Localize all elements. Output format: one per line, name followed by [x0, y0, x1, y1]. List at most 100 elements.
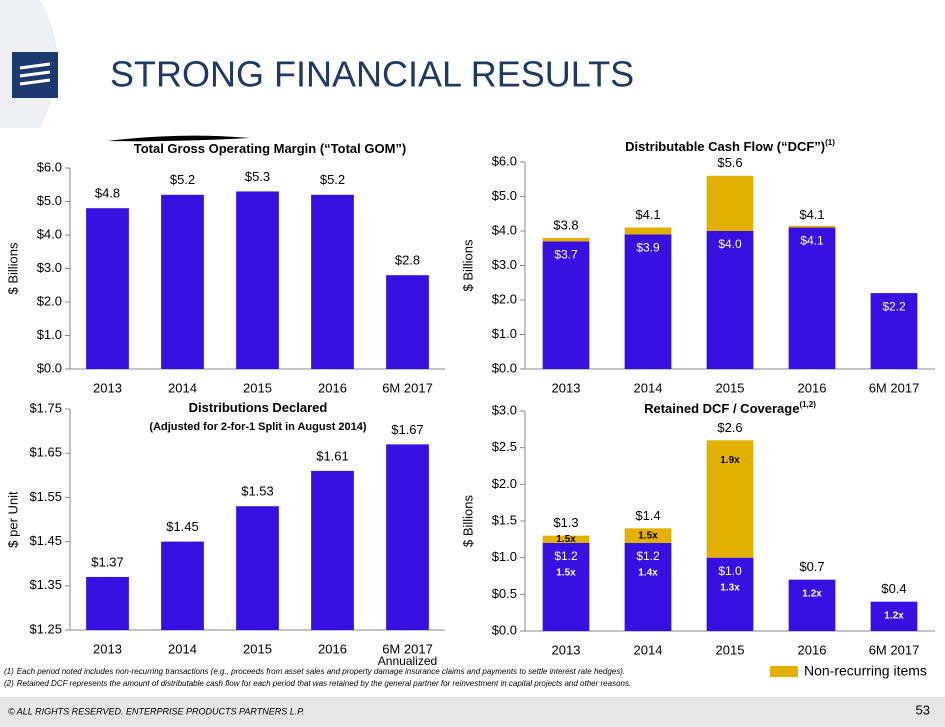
bar-segment [788, 225, 836, 228]
bar-segment [542, 241, 590, 369]
y-tick-label: $1.55 [29, 489, 62, 504]
value-label: $1.67 [391, 422, 424, 437]
chart-title-text: Distributable Cash Flow (“DCF”) [625, 139, 825, 154]
bar-segment [706, 175, 754, 231]
bar-segment [624, 528, 672, 543]
coverage-label: 1.5x [638, 530, 658, 541]
total-label: $0.7 [799, 559, 824, 574]
chart-title-text: Distributions Declared [189, 400, 328, 415]
footnote: (1) Each period noted includes non-recurr… [4, 667, 625, 676]
copyright: © ALL RIGHTS RESERVED. ENTERPRISE PRODUC… [8, 706, 305, 716]
bar-segment [788, 579, 836, 631]
bar [236, 191, 279, 369]
y-tick-label: $3.0 [492, 257, 517, 272]
y-tick-label: $4.0 [492, 222, 517, 237]
x-tick-label: 2016 [798, 380, 827, 395]
bar [86, 208, 129, 369]
y-tick-label: $0.0 [492, 622, 517, 637]
coverage-label: 1.2x [884, 610, 904, 621]
y-tick-label: $5.0 [37, 193, 62, 208]
y-tick-label: $5.0 [492, 188, 517, 203]
y-tick-label: $0.0 [492, 360, 517, 375]
page-number: 53 [916, 702, 930, 717]
y-tick-label: $1.0 [37, 327, 62, 342]
value-label: $1.53 [241, 484, 274, 499]
coverage-label: 1.3x [720, 582, 740, 593]
total-label: $4.1 [635, 207, 660, 222]
y-tick-label: $1.25 [29, 621, 62, 636]
swoosh [108, 135, 250, 142]
total-label: $1.3 [553, 515, 578, 530]
chart-subtitle: (Adjusted for 2-for-1 Split in August 20… [149, 421, 366, 433]
total-label: $4.1 [799, 207, 824, 222]
bar-segment [624, 543, 672, 631]
bar-segment [788, 227, 836, 369]
value-label: $1.45 [166, 519, 199, 534]
chart-title: Total Gross Operating Margin (“Total GOM… [134, 141, 407, 156]
y-tick-label: $3.0 [37, 260, 62, 275]
x-tick-label: 2014 [168, 380, 197, 395]
y-tick-label: $1.0 [492, 326, 517, 341]
total-label: $0.4 [881, 581, 906, 596]
bar [386, 275, 429, 369]
y-tick-label: $0.0 [37, 360, 62, 375]
y-tick-label: $3.0 [492, 402, 517, 417]
footnote: (2) Retained DCF represents the amount of… [4, 679, 631, 688]
x-tick-label: 2014 [634, 642, 663, 657]
y-tick-label: $4.0 [37, 226, 62, 241]
chart-title: Distributable Cash Flow (“DCF”)(1) [625, 138, 835, 154]
y-tick-label: $1.65 [29, 445, 62, 460]
y-tick-label: $6.0 [492, 153, 517, 168]
coverage-label: 1.4x [638, 568, 658, 579]
slide-title: STRONG FINANCIAL RESULTS [110, 54, 634, 95]
legend-label: Non-recurring items [804, 663, 927, 679]
y-tick-label: $1.35 [29, 577, 62, 592]
y-tick-label: $0.5 [492, 586, 517, 601]
footnote-text: Each period noted includes non-recurring… [17, 667, 625, 676]
footnote-marker: (1) [4, 667, 14, 676]
value-label: $3.9 [636, 241, 660, 255]
chart-title-note: (1,2) [799, 400, 816, 409]
value-label: $4.1 [800, 234, 824, 248]
legend-swatch [770, 666, 798, 677]
coverage-label: 1.5x [556, 568, 576, 579]
bar [311, 470, 354, 630]
value-label: $1.2 [636, 549, 660, 563]
x-tick-label: 2014 [634, 380, 663, 395]
bar-segment [542, 237, 590, 242]
x-tick-label: 6M 2017 [382, 641, 433, 656]
chart-title: Distributions Declared [189, 400, 328, 415]
x-tick-label: 6M 2017 [869, 380, 920, 395]
chart-title-text: Retained DCF / Coverage [644, 401, 799, 416]
x-tick-label: 2015 [243, 380, 272, 395]
total-label: $5.6 [717, 155, 742, 170]
bar-segment [870, 293, 918, 369]
x-tick-label: 2016 [318, 641, 347, 656]
value-label: $4.8 [95, 186, 120, 201]
bar [161, 194, 204, 369]
value-label: $2.2 [882, 299, 906, 313]
bar-segment [542, 543, 590, 631]
logo-mark [19, 62, 51, 86]
bar-segment [706, 557, 754, 631]
footnote-marker: (2) [4, 679, 14, 688]
chart-title: Retained DCF / Coverage(1,2) [644, 400, 816, 416]
bar-segment [624, 234, 672, 369]
value-label: $1.2 [554, 549, 578, 563]
y-axis-label: $ Billions [460, 494, 475, 547]
total-label: $1.4 [635, 508, 660, 523]
x-tick-label: 2014 [168, 641, 197, 656]
y-tick-label: $2.0 [492, 291, 517, 306]
coverage-label: 1.2x [802, 588, 822, 599]
y-tick-label: $1.45 [29, 533, 62, 548]
value-label: $3.7 [554, 248, 578, 262]
x-tick-label: 2013 [552, 380, 581, 395]
value-label: $5.2 [170, 172, 195, 187]
x-tick-label: 6M 2017 [382, 380, 433, 395]
y-tick-label: $2.0 [492, 476, 517, 491]
chart-title-text: Total Gross Operating Margin (“Total GOM… [134, 141, 407, 156]
footer-bar [0, 697, 945, 727]
bar [161, 541, 204, 630]
y-tick-label: $1.75 [29, 400, 62, 415]
